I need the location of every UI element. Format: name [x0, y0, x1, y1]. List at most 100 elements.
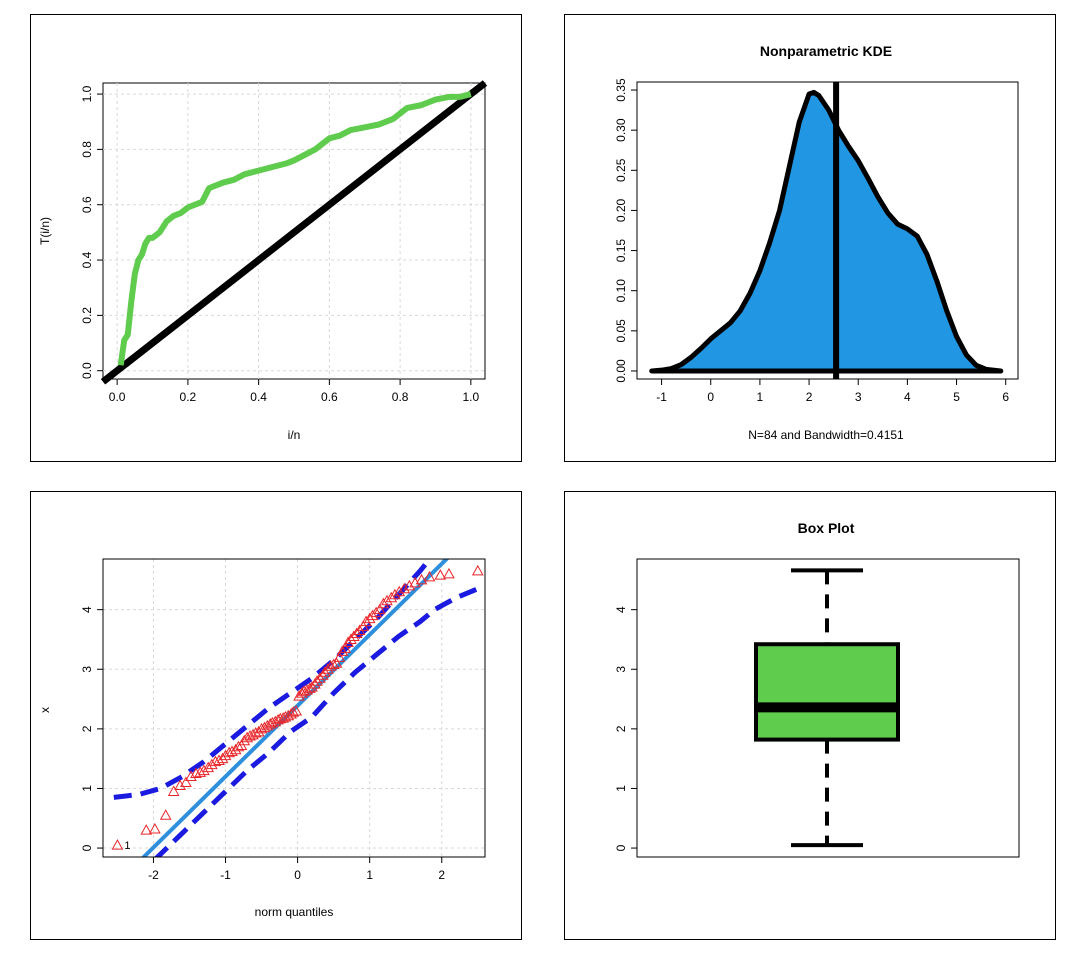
qq-point	[385, 591, 398, 603]
qq-point	[324, 660, 337, 671]
kde-x-tick-label: 2	[806, 390, 813, 404]
kde-y-tick-label: 0.10	[614, 279, 628, 303]
tin-plot-panel: 0.0 0.2 0.4 0.6 0.8 1.0 0.0 0.2 0.4 0.6 0.8 1.0 i/…	[30, 14, 522, 462]
qq-x-tick-label: 2	[438, 868, 445, 882]
qq-point	[185, 770, 197, 782]
kde-plot: Nonparametric KDE -1 0 1 2 3 4 5 6 0.00 0.05 0.10…	[614, 43, 1019, 442]
kde-y-tick-label: 0.25	[614, 158, 628, 182]
qq-point	[198, 764, 210, 776]
kde-density-area	[649, 89, 1004, 374]
box-iqr	[754, 642, 900, 742]
box-plot-area	[636, 558, 1020, 858]
tin-x-tick-label: 1.0	[463, 390, 480, 404]
qq-point	[319, 666, 331, 677]
qq-point	[398, 582, 411, 594]
kde-plot-area	[636, 81, 1019, 380]
qq-y-tick-label: 4	[80, 606, 94, 613]
qq-point	[140, 824, 153, 835]
qq-plot-panel: 1 -2 -1 0 1 2 0 1 2 3 4 norm quantiles x	[30, 491, 522, 940]
qq-point	[232, 740, 245, 752]
qq-point	[345, 633, 357, 644]
qq-point	[350, 627, 363, 638]
tin-y-label: T(i/n)	[38, 217, 52, 245]
qq-point	[403, 579, 416, 591]
qq-point-label: 1	[124, 840, 130, 852]
kde-y-tick-label: 0.05	[614, 319, 628, 343]
kde-x-axis: -1 0 1 2 3 4 5 6	[656, 379, 1009, 404]
qq-point	[423, 570, 436, 582]
qq-point	[336, 645, 349, 656]
qq-upper-envelope	[113, 559, 433, 800]
qq-point	[277, 712, 290, 723]
tin-y-tick-label: 0.4	[80, 251, 94, 268]
qq-point	[266, 716, 279, 728]
qq-point	[264, 718, 277, 729]
qq-point	[434, 569, 447, 580]
qq-point	[471, 564, 484, 576]
tin-y-tick-label: 0.6	[80, 196, 94, 213]
qq-point	[190, 767, 202, 779]
kde-x-tick-label: 5	[953, 390, 960, 404]
qq-y-tick-label: 1	[80, 785, 94, 792]
tin-y-tick-label: 1.0	[80, 85, 94, 102]
qq-point	[285, 707, 297, 719]
tin-x-tick-label: 0.0	[109, 390, 126, 404]
qq-point	[327, 658, 340, 669]
tin-plot: 0.0 0.2 0.4 0.6 0.8 1.0 0.0 0.2 0.4 0.6 0.8 1.0 i/…	[38, 80, 488, 442]
kde-x-tick-label: 6	[1002, 390, 1009, 404]
qq-point	[314, 672, 326, 683]
kde-x-tick-label: -1	[656, 390, 667, 404]
qq-point	[330, 657, 343, 668]
qq-plot-area	[102, 558, 486, 858]
tin-x-tick-label: 0.2	[180, 390, 197, 404]
box-plot-panel: Box Plot 0 1 2 3 4	[564, 491, 1056, 940]
qq-x-tick-label: 0	[294, 868, 301, 882]
qq-y-tick-label: 3	[80, 666, 94, 673]
qq-plot: 1 -2 -1 0 1 2 0 1 2 3 4 norm quantiles x	[38, 558, 486, 919]
qq-point	[443, 567, 455, 579]
tin-reference-line	[100, 80, 488, 385]
kde-x-tick-label: 0	[707, 390, 714, 404]
kde-y-tick-label: 0.30	[614, 118, 628, 142]
qq-point	[333, 651, 346, 662]
qq-point	[360, 615, 372, 627]
qq-point	[247, 728, 259, 740]
box-title: Box Plot	[798, 520, 855, 536]
kde-y-tick-label: 0.35	[614, 78, 628, 102]
tin-x-tick-label: 0.4	[250, 390, 267, 404]
kde-x-tick-label: 4	[904, 390, 911, 404]
box-y-axis: 0 1 2 3 4	[614, 606, 637, 851]
qq-point	[149, 822, 161, 834]
qq-point	[301, 684, 313, 695]
qq-point	[241, 731, 254, 743]
qq-point	[269, 715, 282, 727]
qq-point	[306, 681, 318, 692]
qq-point	[261, 719, 274, 731]
qq-point	[180, 776, 192, 787]
kde-plot-panel: Nonparametric KDE -1 0 1 2 3 4 5 6 0.00 0.05 0.10…	[564, 14, 1056, 462]
tin-y-tick-label: 0.8	[80, 141, 94, 158]
qq-grid	[103, 559, 485, 857]
qq-point	[393, 585, 406, 597]
box-plot: Box Plot 0 1 2 3 4	[614, 520, 1020, 858]
qq-point	[216, 752, 229, 764]
qq-point	[202, 761, 215, 773]
kde-y-tick-label: 0.20	[614, 198, 628, 222]
qq-lower-envelope	[153, 586, 479, 857]
box-y-tick-label: 0	[614, 844, 628, 851]
qq-point	[274, 712, 287, 724]
qq-point	[255, 722, 268, 734]
tin-grid	[103, 83, 485, 379]
qq-point	[347, 630, 360, 641]
kde-y-axis: 0.00 0.05 0.10 0.15 0.20 0.25 0.30 0.35	[614, 78, 637, 383]
qq-points	[111, 564, 484, 850]
qq-point	[363, 612, 376, 624]
qq-point	[287, 706, 300, 717]
qq-point	[339, 642, 352, 653]
kde-title: Nonparametric KDE	[760, 43, 892, 59]
qq-point	[311, 675, 323, 686]
tin-y-tick-label: 0.0	[80, 362, 94, 379]
qq-point	[174, 779, 186, 790]
box-y-tick-label: 1	[614, 785, 628, 792]
qq-point	[298, 685, 310, 696]
